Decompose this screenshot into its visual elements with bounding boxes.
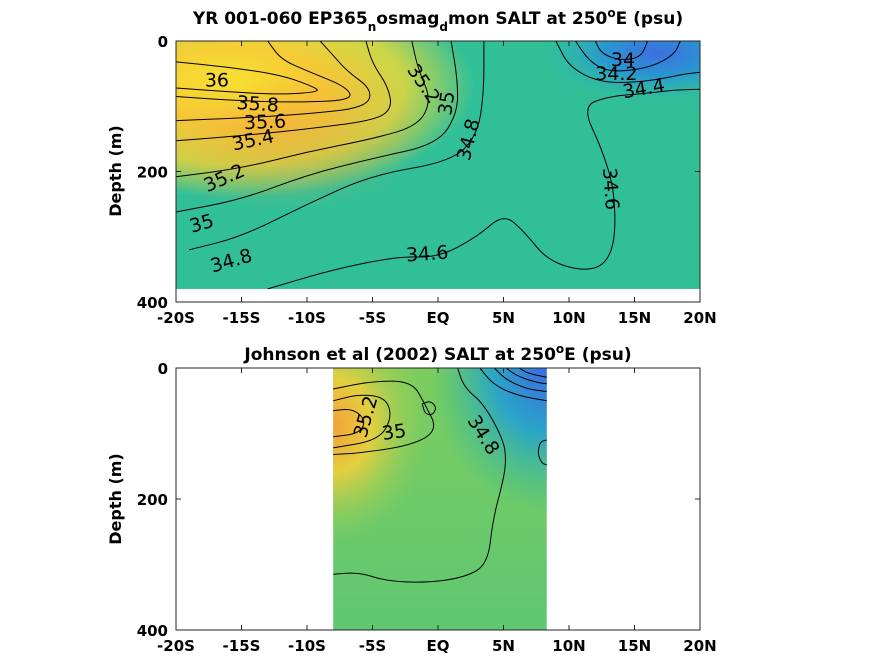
contour-line [493,367,547,393]
y-axis-label: Depth (m) [106,125,125,217]
y-axis-label: Depth (m) [106,453,125,545]
contour-label: 34 [611,49,635,71]
contour-label: 36 [205,70,229,92]
contour-line [421,401,436,416]
contour-line [175,40,371,122]
contour-label: 35 [434,90,459,117]
contour-label: 34.6 [405,242,449,267]
contour-line [267,88,701,290]
y-tick-label: 0 [158,33,168,51]
contour-line [175,40,351,103]
x-tick-label: -15S [223,309,261,327]
contour-line [175,40,391,142]
y-tick-label: 200 [137,491,168,509]
contour-line [594,40,649,60]
contour-line [333,367,506,583]
contour-label: 35.6 [244,111,287,134]
contour-line [175,40,429,178]
contour-label: 35 [381,420,408,445]
chart-panel-observations: Johnson et al (2002) SALT at 250oE (psu)… [106,342,717,655]
x-tick-label: -15S [223,637,261,655]
contour-line [175,40,459,213]
contour-label: 34.6 [598,167,623,211]
x-tick-label: -10S [288,309,326,327]
x-tick-label: 15N [618,637,651,655]
x-tick-label: EQ [427,309,450,327]
x-tick-label: -10S [288,637,326,655]
contour-label: 35.8 [236,92,280,117]
x-tick-label: 20N [683,309,716,327]
contour-lines [175,40,701,290]
chart-title: Johnson et al (2002) SALT at 250oE (psu) [243,342,631,365]
axis-ticks: -20S -15S -10S -5S EQ 5N 10N 15N 20N 0 200 400 [137,33,717,327]
contour-label: 34.2 [595,63,637,85]
contour-lines [333,367,547,583]
contour-line [479,367,547,402]
x-tick-label: 5N [492,309,515,327]
contour-line [333,394,391,449]
contour-line [333,380,435,455]
contour-labels: 3635.835.635.435.23534.835.23534.834.634… [187,49,667,278]
contour-line [333,408,365,438]
contour-line [555,40,701,84]
x-tick-label: -5S [359,309,386,327]
x-tick-label: -20S [157,309,195,327]
chart-panel-model: YR 001-060 EP365nosmagdmon SALT at 250oE… [106,6,717,327]
x-tick-label: -20S [157,637,195,655]
x-tick-label: 15N [618,309,651,327]
x-tick-label: EQ [427,637,450,655]
x-tick-label: 10N [552,637,585,655]
y-tick-label: 0 [158,360,168,378]
axis-ticks: -20S -15S -10S -5S EQ 5N 10N 15N 20N 0 200 400 [137,360,717,655]
contour-line [175,61,318,95]
y-tick-label: 200 [137,164,168,182]
contour-line [505,367,547,385]
y-tick-label: 400 [137,294,168,312]
chart-title: YR 001-060 EP365nosmagdmon SALT at 250oE… [192,6,683,34]
y-tick-label: 400 [137,622,168,640]
contour-line [575,40,681,72]
contour-line [188,41,485,251]
salinity-field [333,368,547,630]
contour-line [537,439,547,466]
x-tick-label: 10N [552,309,585,327]
x-tick-label: 20N [683,637,716,655]
x-tick-label: 5N [492,637,515,655]
x-tick-label: -5S [359,637,386,655]
